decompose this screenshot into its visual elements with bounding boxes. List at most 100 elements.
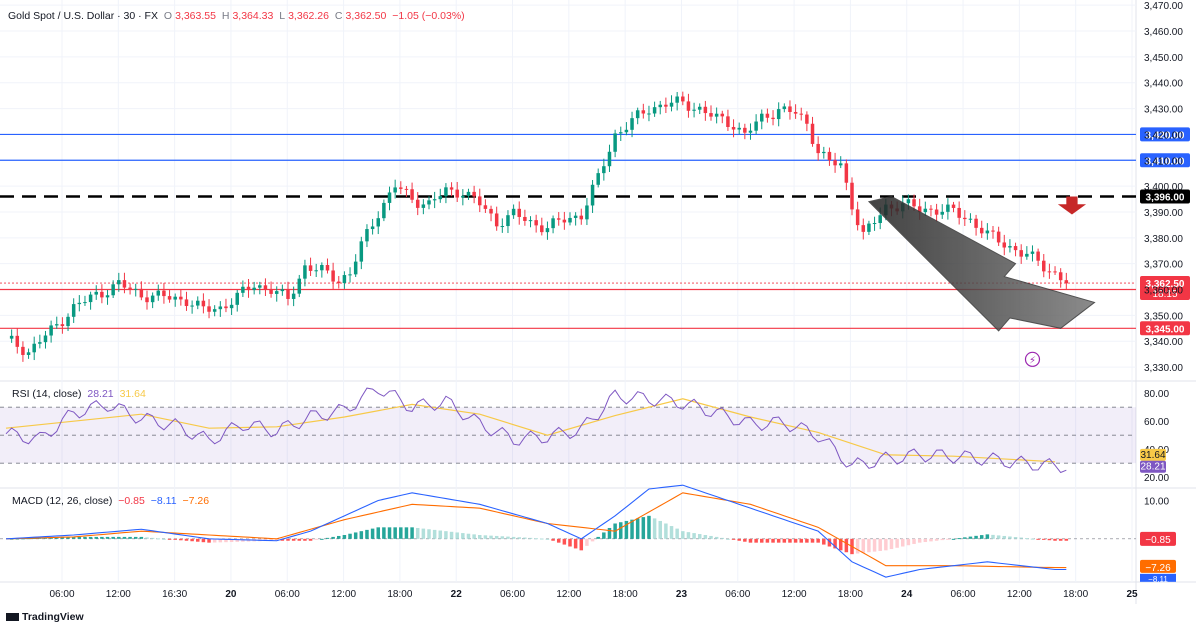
macd-histogram-bar [150,537,155,539]
macd-histogram-bar [308,538,313,541]
candle-body [652,107,657,114]
macd-histogram-bar [156,538,161,540]
macd-histogram-bar [365,529,369,539]
candle-body [21,346,25,355]
candle-body [996,231,1001,243]
candle-body [912,199,916,207]
macd-histogram-bar [664,523,668,539]
candle-body [410,189,414,200]
price-tick-label: 3,360.00 [1144,286,1183,297]
candle-body [765,113,770,118]
time-tick-label: 12:00 [782,589,807,600]
candle-body [241,286,245,293]
price-tick-label: 3,430.00 [1144,105,1183,116]
macd-histogram-bar [111,536,115,539]
macd-pane[interactable]: 10.00−0.85−7.26−8.11 [0,484,1176,584]
candle-body [579,215,584,220]
macd-histogram-bar [466,533,471,539]
tv-logo-icon [6,613,19,622]
candle-body [207,306,211,312]
lightning-icon [1024,351,1041,367]
candle-body [303,265,307,279]
time-tick-label: 22 [451,589,463,600]
lightning-glyph: ⚡ [1029,355,1036,366]
macd-histogram-bar [957,538,961,540]
open-label: O [163,10,173,22]
candle-body [827,151,832,161]
candle-body [1030,251,1035,254]
candle-body [726,116,730,127]
time-tick-label: 23 [676,589,688,600]
candlestick-series[interactable] [9,91,1069,362]
macd-histogram-bar [579,538,584,551]
macd-histogram-bar [494,535,499,539]
price-tick-label: 3,390.00 [1144,208,1183,219]
candle-body [291,293,296,299]
candle-body [94,291,98,295]
macd-histogram-bar [105,536,110,539]
macd-histogram-bar [793,538,798,543]
rsi-legend-name: RSI (14, close) [12,388,82,400]
candle-body [128,287,132,289]
macd-histogram-bar [269,538,273,541]
macd-histogram-bar [511,536,516,539]
macd-histogram-bar [162,538,166,540]
candle-body [432,199,437,201]
candle-body [974,218,978,228]
candle-body [179,296,183,300]
signal-value-label: −7.26 [1145,563,1171,574]
candle-body [133,288,138,290]
candle-body [229,304,234,309]
macd-histogram-bar [545,538,550,540]
candle-body [867,223,871,232]
price-tick-label: 3,410.00 [1144,156,1183,167]
macd-histogram-bar [844,538,849,553]
candle-body [449,187,454,190]
macd-histogram-bar [838,538,843,551]
macd-histogram-bar [635,518,640,539]
rsi-ma-label-bg [1140,448,1166,461]
price-tick-label: 3,380.00 [1144,234,1183,245]
price-axis[interactable]: 3,470.00 3,460.00 3,450.00 3,440.00 3,430.00… [1144,1,1183,374]
macd-histogram-bar [585,538,589,546]
time-tick-label: 18:00 [387,589,412,600]
candle-body [71,304,76,317]
candle-body [258,285,262,288]
macd-histogram-bar [861,538,866,553]
macd-histogram-bar [1058,538,1063,541]
signal-legend-value: −7.26 [182,495,210,507]
macd-histogram-bar [415,527,420,539]
time-axis[interactable]: 06:00 12:00 16:30 20 06:00 12:00 18:00 22 06:00 1… [49,589,1138,600]
candle-body [235,292,239,305]
candle-body [201,300,206,307]
time-tick-label: 12:00 [331,589,356,600]
price-tick-label: 3,420.00 [1144,130,1183,141]
candle-body [162,290,166,297]
macd-histogram-bar [822,538,826,545]
trend-arrow [867,195,1096,332]
macd-histogram-bar [133,536,138,539]
macd-histogram-bar [619,522,623,539]
macd-histogram-bar [540,538,544,540]
macd-histogram-bar [224,538,228,543]
price-levels[interactable]: 3,420.00 3,410.00 3,396.00 3,360.00 3,345.00… [0,127,1190,336]
candle-body [478,196,482,206]
candle-body [540,225,544,233]
candle-body [534,220,538,226]
macd-histogram-bar [1036,538,1040,540]
candle-body [66,316,70,327]
time-tick-label: 06:00 [500,589,525,600]
macd-histogram-bar [184,538,189,541]
macd-histogram-bar [167,538,172,540]
macd-histogram-bar [884,538,888,551]
macd-histogram-bar [748,538,753,543]
time-tick-label: 06:00 [951,589,976,600]
level-label-bg [1140,321,1190,336]
candle-body [83,302,87,304]
candle-body [500,226,505,228]
trend-arrow-drawing[interactable]: ⚡ [867,195,1096,367]
time-tick-label: 06:00 [275,589,300,600]
candle-body [664,104,668,107]
